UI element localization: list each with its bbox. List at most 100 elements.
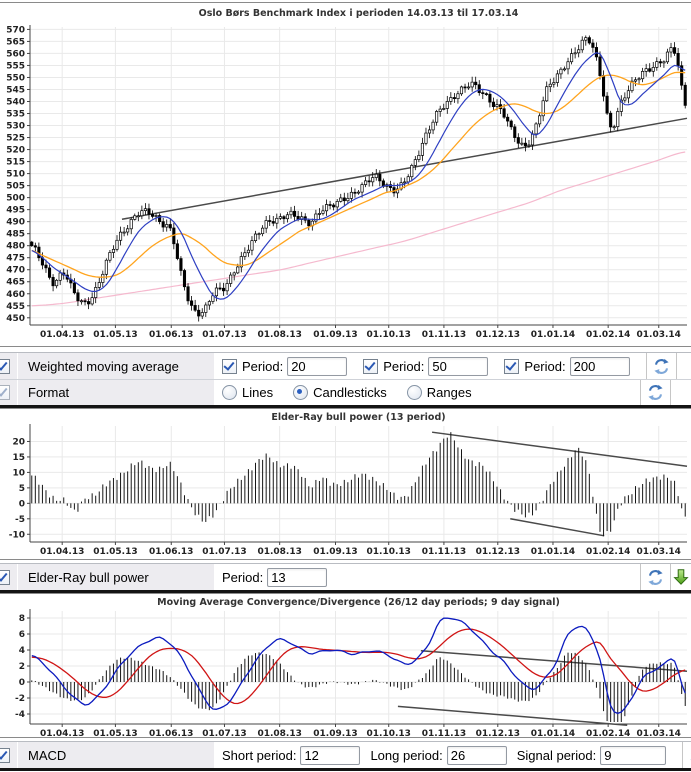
elder-period-group: Period: xyxy=(222,567,328,587)
checkbox-icon xyxy=(0,569,10,585)
svg-text:01.02.14: 01.02.14 xyxy=(586,330,630,340)
elder-refresh-button[interactable] xyxy=(640,564,670,590)
price-chart: 570 565 560 555 550 545 540 535 530 525 520 515 510 5… xyxy=(6,8,688,340)
svg-text:0: 0 xyxy=(19,499,25,509)
radio-icon xyxy=(222,385,237,400)
svg-text:01.09.13: 01.09.13 xyxy=(313,547,357,557)
svg-text:535: 535 xyxy=(6,110,25,120)
macd-signal-period-label: Signal period: xyxy=(516,747,597,763)
svg-text:-4: -4 xyxy=(15,710,25,720)
macd-chart: 8 6 4 2 0 -2 -4 01.04.13 01.05.13 01.06.13 01.07.1… xyxy=(15,597,688,739)
svg-text:01.12.13: 01.12.13 xyxy=(476,547,520,557)
svg-text:01.08.13: 01.08.13 xyxy=(257,330,301,340)
svg-text:Moving Average Convergence/Div: Moving Average Convergence/Divergence (2… xyxy=(157,597,560,608)
section-divider xyxy=(0,590,691,593)
svg-text:01.01.14: 01.01.14 xyxy=(531,547,575,557)
format-lines-label: Lines xyxy=(242,385,274,400)
checkbox-icon xyxy=(0,747,10,763)
svg-text:2: 2 xyxy=(19,662,25,672)
macd-short-period-label: Short period: xyxy=(222,747,297,763)
svg-text:525: 525 xyxy=(6,134,25,144)
format-row-end-cell xyxy=(670,380,691,405)
period-200-input[interactable] xyxy=(569,356,630,376)
svg-text:01.07.13: 01.07.13 xyxy=(202,729,246,739)
period-50-checkbox[interactable] xyxy=(363,358,379,374)
format-refresh-button[interactable] xyxy=(640,380,670,405)
svg-text:01.04.13: 01.04.13 xyxy=(40,547,84,557)
svg-text:01.08.13: 01.08.13 xyxy=(257,729,301,739)
svg-text:4: 4 xyxy=(19,646,25,656)
svg-text:480: 480 xyxy=(6,242,25,252)
svg-text:5: 5 xyxy=(19,484,25,494)
svg-text:-5: -5 xyxy=(15,515,25,525)
macd-signal-period-input[interactable] xyxy=(600,745,667,765)
period-20-checkbox[interactable] xyxy=(222,358,237,374)
wma-row-label: Weighted moving average xyxy=(28,358,179,374)
svg-text:495: 495 xyxy=(6,206,25,216)
svg-text:560: 560 xyxy=(6,49,25,59)
period-50-input[interactable] xyxy=(428,356,489,376)
svg-text:10: 10 xyxy=(12,468,25,478)
svg-text:01.04.13: 01.04.13 xyxy=(40,330,84,340)
format-lines-option[interactable]: Lines xyxy=(222,385,277,400)
format-enable-checkbox[interactable] xyxy=(0,380,18,405)
svg-text:565: 565 xyxy=(6,37,25,47)
period-20-input[interactable] xyxy=(287,356,348,376)
svg-text:01.01.14: 01.01.14 xyxy=(531,729,575,739)
radio-selected-icon xyxy=(293,385,309,400)
svg-text:01.02.14: 01.02.14 xyxy=(586,547,630,557)
svg-text:01.04.13: 01.04.13 xyxy=(40,729,84,739)
macd-long-period-input[interactable] xyxy=(446,745,507,765)
macd-row-label: MACD xyxy=(28,747,67,763)
macd-enable-checkbox[interactable] xyxy=(0,742,18,768)
period-50-label: Period: xyxy=(383,358,425,374)
svg-text:-10: -10 xyxy=(9,530,25,540)
period-50-group: Period: xyxy=(363,356,489,376)
period-200-label: Period: xyxy=(524,358,566,374)
row-macd: MACD Short period: Long period: Signal p… xyxy=(0,741,691,768)
svg-text:450: 450 xyxy=(6,314,25,324)
svg-text:01.03.14: 01.03.14 xyxy=(637,729,681,739)
elder-move-down-button[interactable] xyxy=(670,564,691,590)
radio-icon xyxy=(406,385,422,400)
period-20-group: Period: xyxy=(222,356,348,376)
svg-text:485: 485 xyxy=(6,230,25,240)
svg-text:465: 465 xyxy=(6,278,25,288)
row-format: Format Lines Candlesticks Ranges xyxy=(0,379,691,405)
svg-text:0: 0 xyxy=(19,678,25,688)
macd-short-period-input[interactable] xyxy=(300,745,361,765)
macd-short-period-group: Short period: xyxy=(222,745,361,765)
svg-text:01.05.13: 01.05.13 xyxy=(93,330,137,340)
format-candlesticks-label: Candlesticks xyxy=(313,385,387,400)
svg-text:01.05.13: 01.05.13 xyxy=(93,547,137,557)
elder-period-input[interactable] xyxy=(267,567,328,587)
checkbox-icon xyxy=(0,358,10,374)
period-200-checkbox[interactable] xyxy=(504,358,520,374)
svg-text:01.12.13: 01.12.13 xyxy=(476,729,520,739)
svg-text:570: 570 xyxy=(6,25,25,35)
svg-text:01.07.13: 01.07.13 xyxy=(202,547,246,557)
elder-period-label: Period: xyxy=(222,569,264,585)
macd-refresh-button[interactable] xyxy=(682,742,691,768)
checkbox-icon xyxy=(0,385,10,400)
svg-text:8: 8 xyxy=(19,614,25,624)
wma-row-end-cell xyxy=(675,353,691,379)
svg-text:20: 20 xyxy=(12,437,25,447)
svg-text:01.02.14: 01.02.14 xyxy=(586,729,630,739)
svg-text:6: 6 xyxy=(19,630,25,640)
svg-text:01.03.14: 01.03.14 xyxy=(637,547,681,557)
format-ranges-option[interactable]: Ranges xyxy=(406,385,476,400)
period-200-group: Period: xyxy=(504,356,630,376)
format-ranges-label: Ranges xyxy=(426,385,472,400)
refresh-icon xyxy=(648,569,663,585)
svg-text:15: 15 xyxy=(12,453,25,463)
macd-long-period-group: Long period: xyxy=(370,745,507,765)
wma-enable-checkbox[interactable] xyxy=(0,353,18,379)
format-candlesticks-option[interactable]: Candlesticks xyxy=(293,385,391,400)
elder-ray-chart-panel: 20 15 10 5 0 -5 -10 01.04.13 01.05.13 01.06.13 01.… xyxy=(0,408,691,560)
svg-text:01.06.13: 01.06.13 xyxy=(149,547,193,557)
svg-text:01.10.13: 01.10.13 xyxy=(367,330,411,340)
elder-enable-checkbox[interactable] xyxy=(0,564,18,590)
wma-refresh-button[interactable] xyxy=(645,353,676,379)
macd-chart-panel: 8 6 4 2 0 -2 -4 01.04.13 01.05.13 01.06.13 01.07.1… xyxy=(0,593,691,739)
